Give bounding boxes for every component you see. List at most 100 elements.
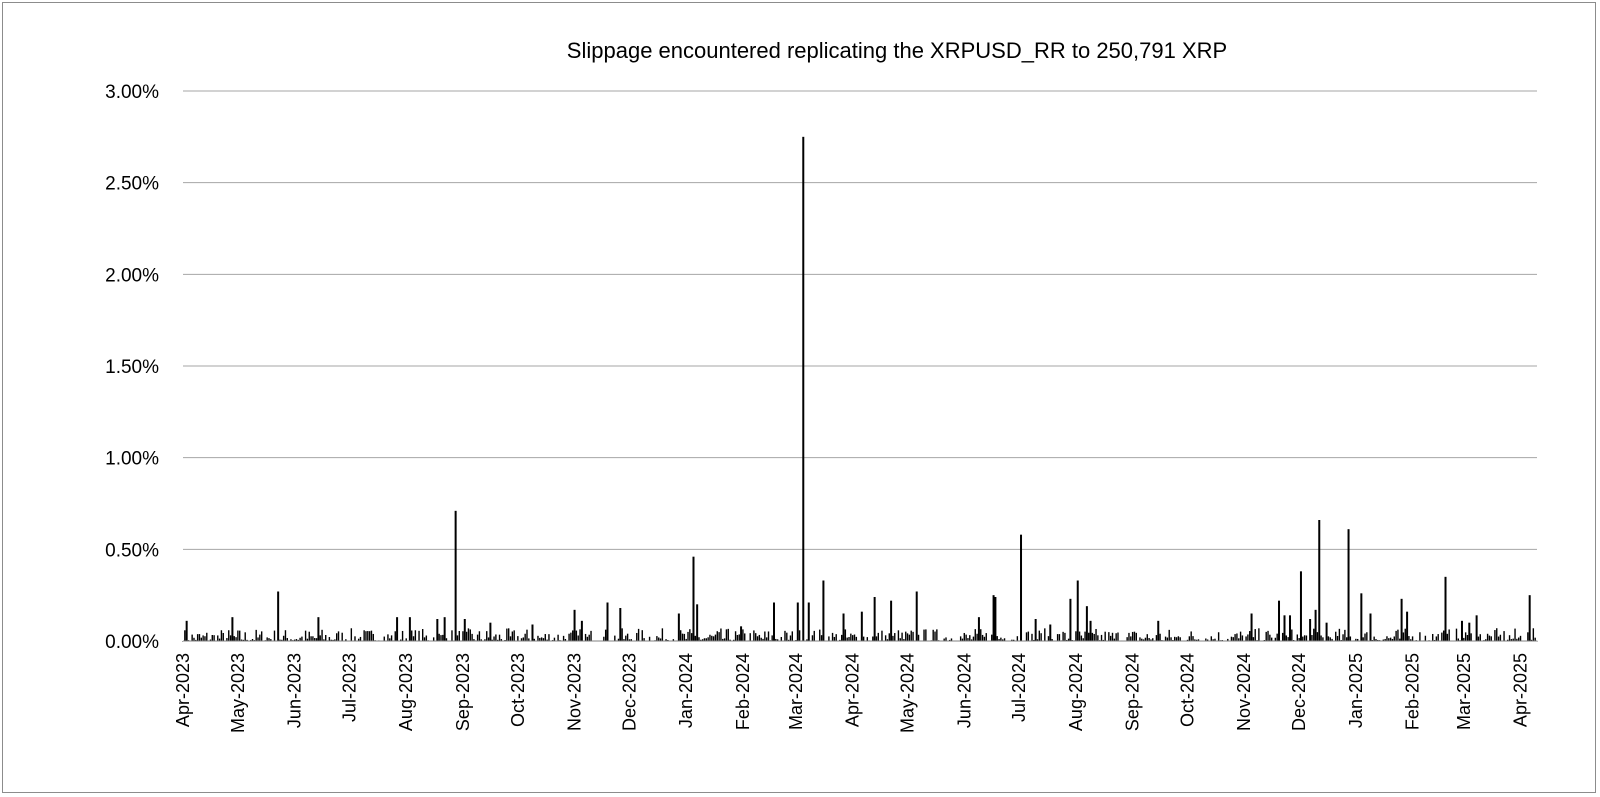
bar	[1360, 593, 1363, 641]
bar	[1186, 639, 1189, 641]
y-axis-ticks: 0.00% 0.50% 1.00% 1.50% 2.00% 2.50% 3.00%	[105, 82, 159, 653]
bar	[1532, 628, 1535, 641]
bar	[1463, 637, 1465, 641]
bar	[1239, 631, 1242, 641]
bar	[1206, 639, 1209, 641]
bar	[270, 639, 272, 641]
bars	[182, 136, 1538, 642]
bar	[570, 632, 572, 641]
bar	[894, 633, 896, 641]
bar	[1410, 639, 1412, 641]
bar	[389, 638, 391, 641]
bar	[1327, 636, 1330, 641]
bar	[458, 630, 460, 641]
bar	[967, 638, 969, 641]
bar	[1432, 633, 1434, 641]
bar	[390, 635, 393, 641]
bar	[255, 629, 257, 641]
bar	[539, 637, 541, 641]
bar	[1287, 637, 1289, 641]
bar	[1460, 620, 1463, 641]
bar	[281, 639, 283, 641]
bar	[1406, 611, 1409, 641]
bar	[831, 632, 834, 641]
bar	[438, 633, 440, 641]
bar	[1369, 613, 1372, 641]
bar	[1336, 635, 1339, 641]
bar	[841, 634, 843, 641]
bar	[912, 631, 914, 641]
y-tick-label: 0.50%	[105, 540, 159, 561]
x-tick-label: Oct-2023	[508, 653, 528, 727]
bar	[714, 634, 717, 641]
bar	[266, 637, 268, 641]
bar	[807, 602, 810, 641]
bar	[279, 639, 281, 641]
bar	[495, 634, 497, 641]
bar	[1084, 631, 1086, 641]
x-tick-label: Aug-2023	[396, 653, 416, 731]
bar	[306, 638, 309, 641]
bar	[1494, 630, 1496, 641]
bar	[1507, 639, 1509, 641]
x-tick-label: Mar-2025	[1454, 653, 1474, 730]
x-tick-label: Nov-2023	[565, 653, 585, 731]
bar	[1470, 633, 1472, 641]
bar	[259, 634, 261, 641]
bar	[677, 613, 680, 641]
bar	[1013, 639, 1015, 641]
bar	[1346, 637, 1348, 641]
x-tick-label: Jun-2024	[954, 653, 974, 728]
bar	[1031, 633, 1033, 641]
bar	[733, 639, 735, 641]
bar	[200, 637, 202, 641]
bar	[848, 637, 850, 641]
bar	[1402, 632, 1405, 641]
bar	[901, 632, 903, 641]
bar	[440, 635, 442, 641]
bar	[1085, 606, 1088, 641]
bar	[314, 638, 316, 641]
x-tick-label: Dec-2023	[619, 653, 639, 731]
bar	[977, 617, 980, 641]
bar	[229, 635, 232, 641]
bar	[1503, 631, 1505, 641]
bar	[1448, 629, 1450, 641]
bar	[872, 636, 874, 641]
bar	[1188, 636, 1191, 641]
bar	[299, 637, 301, 641]
bar	[226, 638, 228, 641]
bar	[295, 639, 298, 641]
bar	[687, 631, 689, 641]
bar	[1117, 632, 1119, 641]
bar	[1245, 636, 1247, 641]
bar	[698, 637, 700, 641]
bar	[636, 632, 638, 641]
bar	[1130, 636, 1132, 641]
bar	[557, 634, 559, 641]
bar	[1148, 637, 1150, 641]
bar	[1534, 637, 1536, 641]
bar	[1457, 638, 1460, 641]
x-tick-label: Sep-2023	[453, 653, 473, 731]
bar	[480, 639, 482, 641]
bar	[903, 639, 905, 641]
bar	[886, 639, 889, 641]
bar	[218, 638, 221, 641]
bar	[1514, 628, 1516, 641]
bar	[191, 634, 193, 641]
bar	[1197, 639, 1200, 641]
bar	[641, 630, 643, 641]
bar	[575, 630, 578, 641]
x-tick-label: Oct-2024	[1178, 653, 1198, 727]
y-tick-label: 2.00%	[105, 265, 159, 286]
bar	[873, 597, 876, 641]
bar	[211, 635, 213, 641]
bar	[337, 631, 340, 641]
bar	[1036, 639, 1039, 641]
bar	[1076, 580, 1079, 641]
bar	[526, 629, 528, 641]
bar	[970, 639, 973, 641]
x-tick-label: Sep-2024	[1123, 653, 1143, 731]
